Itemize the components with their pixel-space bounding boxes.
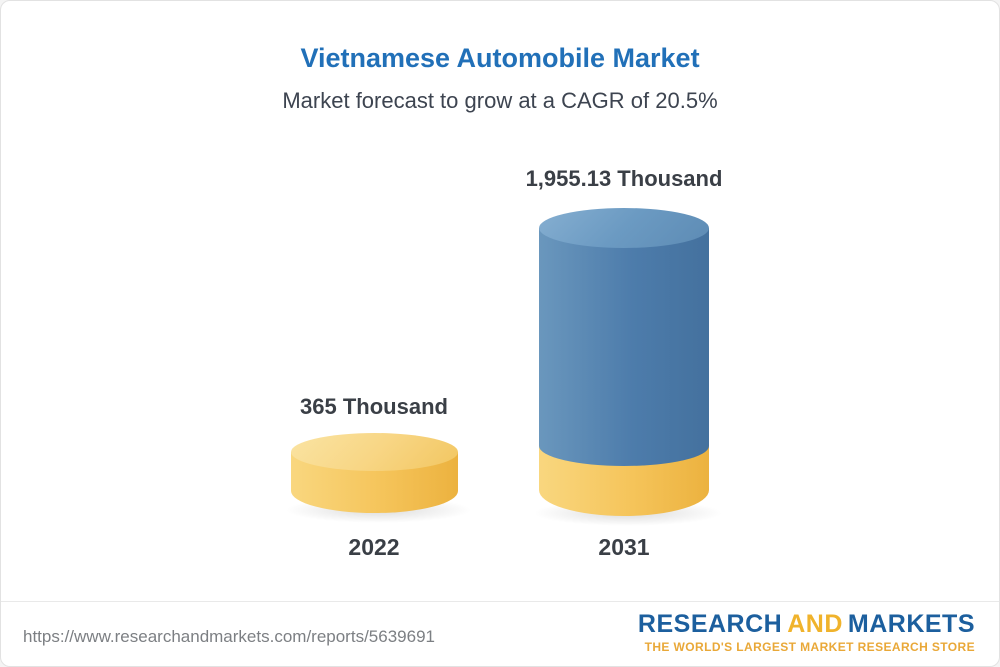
bar-2031 bbox=[533, 208, 723, 526]
logo-word-and: AND bbox=[787, 609, 843, 638]
chart-title: Vietnamese Automobile Market bbox=[300, 43, 700, 73]
bar-2022 bbox=[285, 433, 472, 523]
value-label-2031: 1,955.13 Thousand bbox=[525, 166, 723, 191]
research-and-markets-logo: RESEARCH AND MARKETS THE WORLD'S LARGEST M… bbox=[637, 609, 975, 654]
logo-wordmark: RESEARCH AND MARKETS bbox=[637, 609, 975, 639]
report-url: https://www.researchandmarkets.com/repor… bbox=[23, 627, 435, 646]
logo-tagline: THE WORLD'S LARGEST MARKET RESEARCH STOR… bbox=[644, 640, 975, 654]
logo-word-research: RESEARCH bbox=[637, 609, 783, 638]
bar-2031-body bbox=[539, 228, 709, 466]
x-axis-label-2022: 2022 bbox=[348, 534, 400, 560]
bar-2022-top-ellipse bbox=[291, 433, 458, 471]
chart-subtitle: Market forecast to grow at a CAGR of 20.… bbox=[282, 88, 718, 113]
bar-2031-top-ellipse bbox=[539, 208, 709, 248]
value-label-2022: 365 Thousand bbox=[300, 394, 448, 419]
logo-word-markets: MARKETS bbox=[847, 609, 975, 638]
footer: https://www.researchandmarkets.com/repor… bbox=[1, 601, 999, 666]
x-axis-label-2031: 2031 bbox=[598, 534, 650, 560]
